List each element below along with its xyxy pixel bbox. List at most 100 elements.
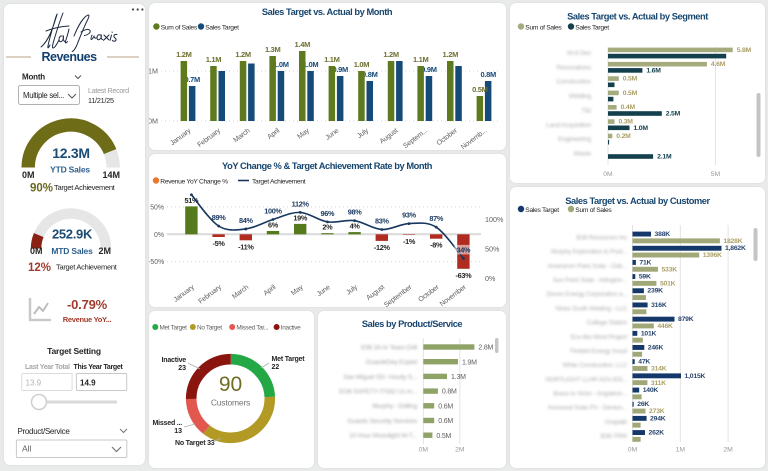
svg-text:6%: 6% bbox=[268, 221, 279, 230]
svg-text:July: July bbox=[356, 127, 370, 140]
svg-text:MTD Sales: MTD Sales bbox=[51, 246, 93, 256]
svg-text:Sum of Sales: Sum of Sales bbox=[575, 207, 612, 214]
svg-text:13: 13 bbox=[174, 428, 182, 435]
svg-text:March: March bbox=[231, 284, 250, 301]
svg-text:Sun Point Solar - Arlington...: Sun Point Solar - Arlington... bbox=[553, 277, 628, 284]
svg-text:2M: 2M bbox=[723, 447, 733, 454]
svg-text:White Construction, LLC: White Construction, LLC bbox=[562, 362, 627, 369]
svg-text:Target Setting: Target Setting bbox=[47, 346, 101, 356]
svg-text:Graytalk: Graytalk bbox=[605, 419, 628, 426]
svg-text:0.2M: 0.2M bbox=[616, 133, 631, 140]
svg-text:4.6M: 4.6M bbox=[711, 61, 726, 68]
svg-text:YoY Change % & Target Achievem: YoY Change % & Target Achievement Rate b… bbox=[222, 161, 433, 171]
svg-text:February: February bbox=[196, 127, 222, 149]
svg-text:1.3M: 1.3M bbox=[451, 374, 466, 381]
svg-text:Inactive: Inactive bbox=[162, 357, 187, 364]
svg-text:4%: 4% bbox=[350, 222, 361, 231]
svg-text:Sum of Sales: Sum of Sales bbox=[525, 24, 562, 31]
svg-text:1.1M: 1.1M bbox=[206, 55, 222, 64]
svg-text:Last Year Total: Last Year Total bbox=[25, 364, 70, 371]
svg-text:Septem...: Septem... bbox=[402, 127, 429, 150]
svg-text:14.9: 14.9 bbox=[80, 379, 96, 388]
svg-text:October: October bbox=[417, 283, 441, 303]
svg-text:314K: 314K bbox=[651, 366, 667, 373]
svg-text:71K: 71K bbox=[639, 259, 651, 266]
svg-text:12.3M: 12.3M bbox=[52, 145, 89, 161]
svg-text:Multiple sel...: Multiple sel... bbox=[23, 91, 64, 100]
svg-text:February: February bbox=[197, 284, 223, 306]
svg-text:B38-TRW: B38-TRW bbox=[600, 433, 628, 440]
svg-text:Sales Target: Sales Target bbox=[205, 24, 239, 31]
svg-text:1.0M: 1.0M bbox=[354, 60, 370, 69]
svg-text:1.2M: 1.2M bbox=[443, 50, 459, 59]
svg-text:-5%: -5% bbox=[213, 239, 226, 248]
svg-text:March: March bbox=[232, 127, 251, 144]
svg-text:Murphy - Drilling: Murphy - Drilling bbox=[372, 403, 417, 410]
svg-text:47K: 47K bbox=[638, 359, 650, 366]
svg-text:1.2M: 1.2M bbox=[176, 50, 192, 59]
svg-text:Land Acquisition: Land Acquisition bbox=[546, 122, 591, 129]
svg-text:1828K: 1828K bbox=[723, 238, 742, 245]
svg-text:Ironwood Solar PV - Denton...: Ironwood Solar PV - Denton... bbox=[548, 405, 628, 412]
svg-text:Missed Tar...: Missed Tar... bbox=[236, 325, 268, 332]
svg-text:Firebird Energy Insud: Firebird Energy Insud bbox=[570, 348, 628, 355]
svg-text:1.1M: 1.1M bbox=[413, 55, 429, 64]
svg-text:262K: 262K bbox=[649, 430, 665, 437]
svg-text:Devon Energy Corporation a...: Devon Energy Corporation a... bbox=[546, 291, 627, 298]
svg-text:59K: 59K bbox=[639, 274, 651, 281]
svg-text:2.1M: 2.1M bbox=[657, 153, 672, 160]
svg-text:316K: 316K bbox=[651, 302, 667, 309]
svg-text:11/21/25: 11/21/25 bbox=[88, 96, 114, 105]
svg-text:0.5M: 0.5M bbox=[436, 433, 451, 440]
svg-text:0.9M: 0.9M bbox=[332, 65, 348, 74]
svg-text:Sum of Sales: Sum of Sales bbox=[161, 24, 198, 31]
svg-text:0.6M: 0.6M bbox=[438, 418, 453, 425]
svg-text:252.9K: 252.9K bbox=[52, 227, 93, 242]
svg-text:Target Achievement: Target Achievement bbox=[56, 263, 118, 272]
svg-text:Sales by Product/Service: Sales by Product/Service bbox=[362, 319, 463, 329]
svg-text:1M: 1M bbox=[149, 67, 158, 76]
svg-text:388K: 388K bbox=[655, 231, 671, 238]
svg-text:1.2M: 1.2M bbox=[235, 50, 251, 59]
svg-text:23: 23 bbox=[178, 365, 186, 372]
svg-text:Eco-Bio Wind Project: Eco-Bio Wind Project bbox=[571, 334, 628, 341]
svg-text:1.6M: 1.6M bbox=[646, 67, 661, 74]
svg-text:January: January bbox=[173, 284, 197, 304]
svg-text:EO6 SAFETY ITS62 Us m...: EO6 SAFETY ITS62 Us m... bbox=[339, 389, 417, 396]
svg-text:This Year Target: This Year Target bbox=[74, 364, 124, 371]
svg-text:Revenue YoY...: Revenue YoY... bbox=[63, 315, 112, 324]
svg-text:0.7M: 0.7M bbox=[184, 75, 200, 84]
svg-text:51%: 51% bbox=[185, 196, 200, 205]
svg-text:311K: 311K bbox=[651, 380, 666, 387]
svg-text:-63%: -63% bbox=[455, 271, 472, 280]
svg-text:Novemb...: Novemb... bbox=[460, 127, 488, 150]
svg-text:T&I: T&I bbox=[581, 107, 591, 114]
svg-text:87%: 87% bbox=[429, 214, 444, 223]
svg-text:98%: 98% bbox=[348, 208, 363, 217]
svg-text:0.8M: 0.8M bbox=[442, 389, 457, 396]
svg-text:50%: 50% bbox=[150, 204, 164, 211]
svg-text:93%: 93% bbox=[402, 211, 417, 220]
svg-text:1.0M: 1.0M bbox=[273, 60, 289, 69]
svg-text:1.4M: 1.4M bbox=[295, 40, 311, 49]
svg-text:-1%: -1% bbox=[403, 237, 416, 246]
svg-text:B38 Resources Inc: B38 Resources Inc bbox=[576, 235, 628, 242]
svg-text:No Target: No Target bbox=[197, 325, 222, 332]
svg-text:14M: 14M bbox=[102, 170, 120, 180]
svg-text:All: All bbox=[22, 444, 32, 454]
svg-text:College Station: College Station bbox=[587, 320, 628, 327]
svg-text:Inactive: Inactive bbox=[281, 325, 301, 332]
svg-text:140K: 140K bbox=[643, 387, 659, 394]
svg-text:239K: 239K bbox=[647, 288, 663, 295]
svg-text:0.3M: 0.3M bbox=[618, 119, 633, 126]
svg-text:Revenues: Revenues bbox=[41, 50, 97, 64]
svg-text:90%: 90% bbox=[30, 183, 53, 195]
svg-text:1.3M: 1.3M bbox=[265, 45, 281, 54]
svg-text:1.1M: 1.1M bbox=[324, 55, 340, 64]
svg-text:No Target 33: No Target 33 bbox=[175, 440, 215, 447]
svg-text:Target Achievement: Target Achievement bbox=[252, 178, 306, 185]
svg-text:112%: 112% bbox=[292, 199, 310, 208]
svg-text:November: November bbox=[439, 283, 468, 307]
svg-text:501K: 501K bbox=[660, 281, 676, 288]
svg-text:Bravo to Victor - Anglatron...: Bravo to Victor - Anglatron... bbox=[553, 391, 627, 398]
